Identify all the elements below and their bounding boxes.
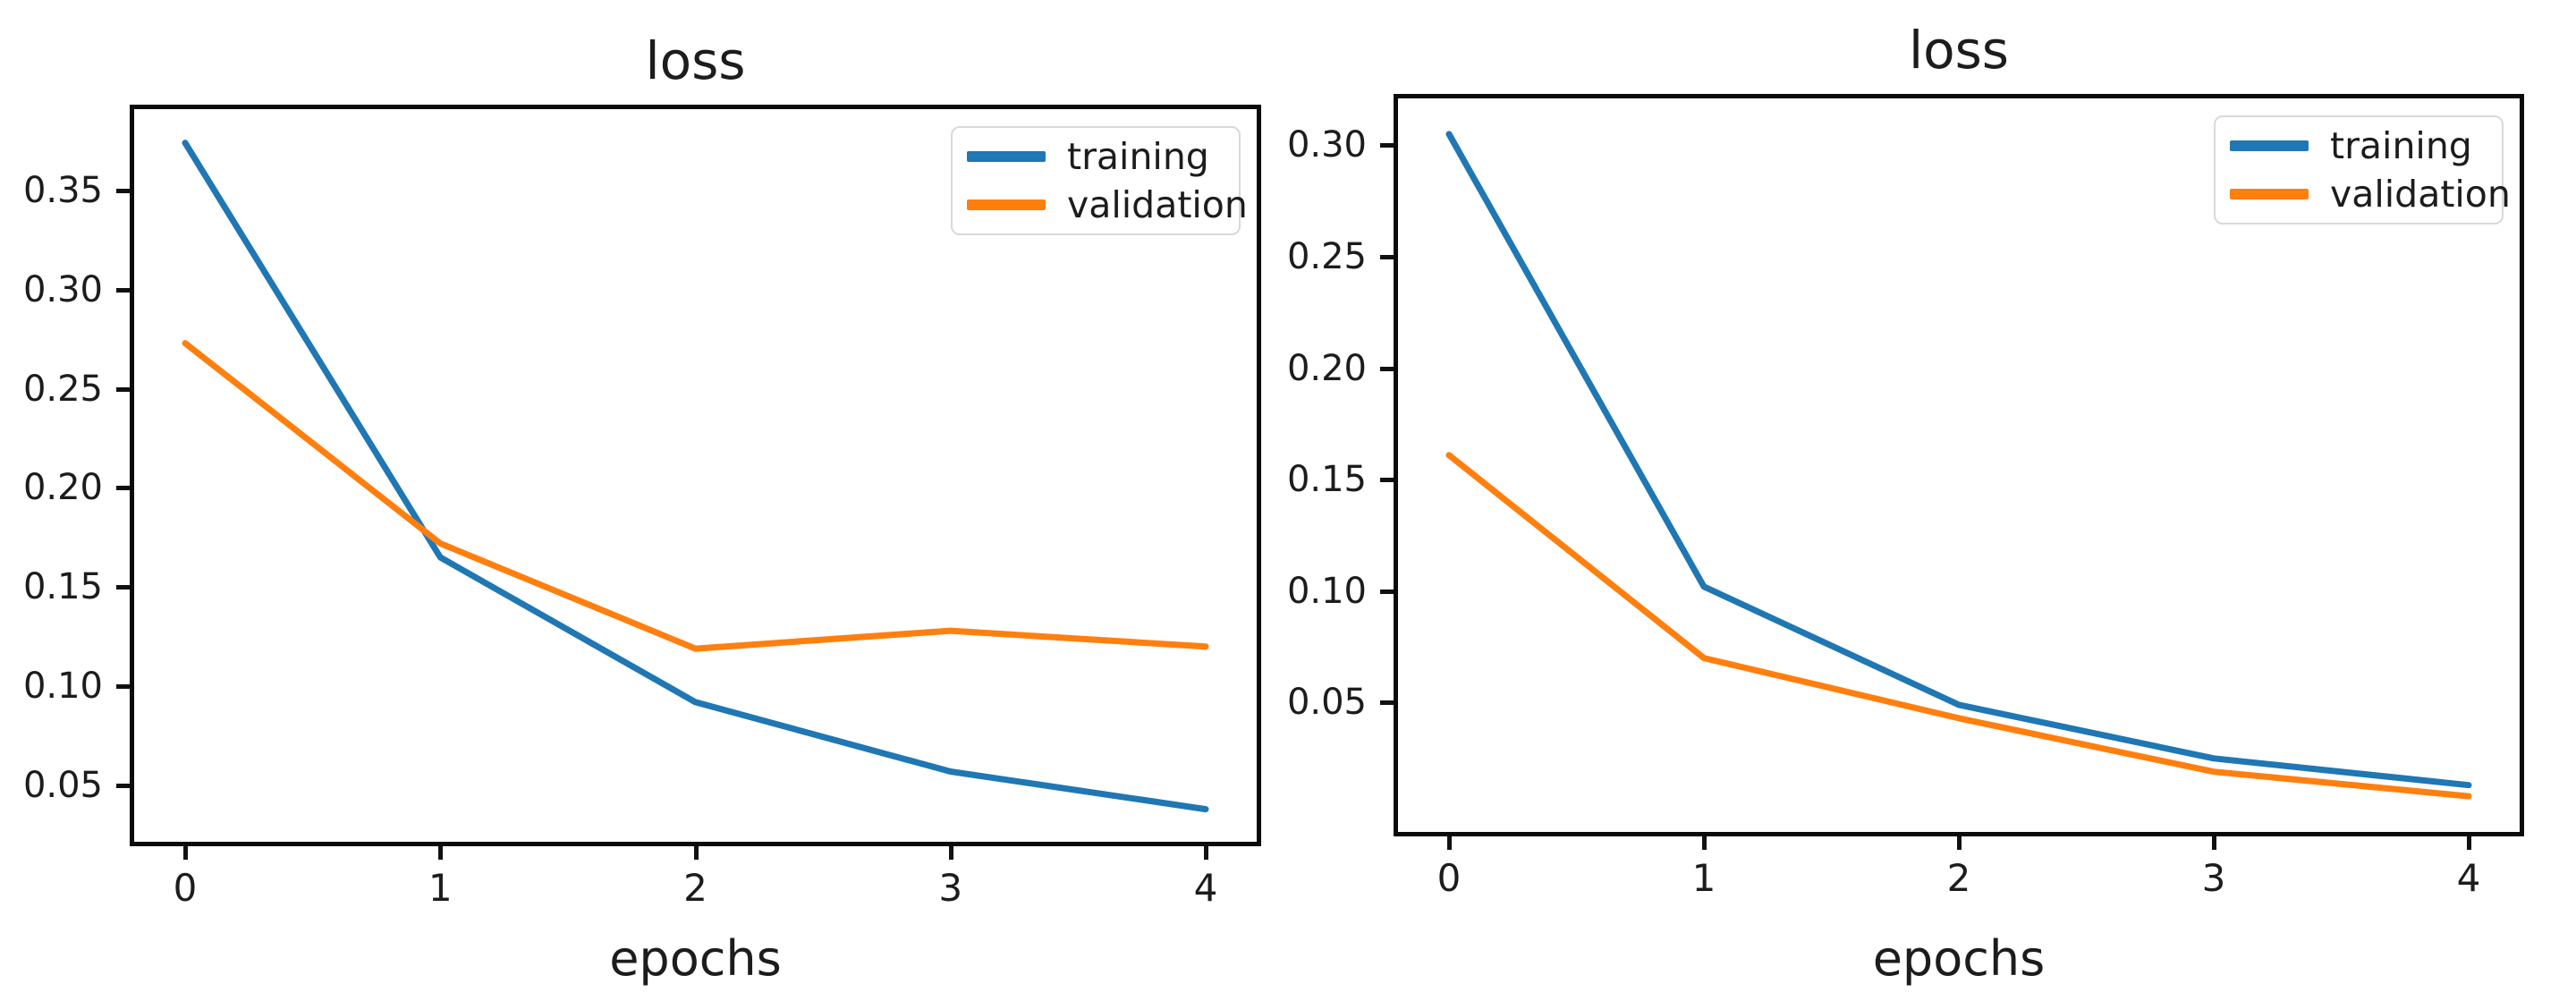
x-tick-label: 4 — [1193, 866, 1218, 910]
legend: training validation — [951, 126, 1248, 235]
y-tick-mark — [116, 684, 130, 690]
x-tick-mark — [2467, 836, 2471, 850]
validation-line-swatch — [967, 199, 1046, 210]
x-tick-mark — [2212, 836, 2216, 850]
x-tick-mark — [1447, 836, 1452, 850]
legend-item-training: training — [967, 138, 1239, 175]
y-tick-label: 0.10 — [22, 666, 103, 708]
series-lines-svg — [182, 140, 1209, 813]
x-tick-label: 0 — [1436, 856, 1462, 900]
x-tick-label: 2 — [683, 866, 708, 910]
y-tick-mark — [1380, 366, 1394, 371]
validation-line — [182, 340, 1209, 652]
y-tick-label: 0.20 — [1286, 347, 1367, 389]
y-tick-label: 0.05 — [22, 765, 103, 807]
chart-title: loss — [645, 30, 746, 91]
y-tick-label: 0.15 — [22, 566, 103, 608]
x-tick-label: 0 — [173, 866, 198, 910]
y-tick-mark — [116, 188, 130, 193]
x-tick-label: 4 — [2456, 856, 2481, 900]
y-tick-label: 0.35 — [22, 169, 103, 211]
training-line — [182, 140, 1209, 813]
x-tick-mark — [1203, 846, 1208, 860]
training-line — [1445, 131, 2472, 789]
x-tick-mark — [438, 846, 444, 860]
y-tick-mark — [116, 585, 130, 590]
legend-label-validation: validation — [1067, 182, 1248, 226]
x-tick-label: 2 — [1946, 856, 1971, 900]
series-lines-svg — [1445, 131, 2472, 800]
y-tick-label: 0.25 — [22, 368, 103, 410]
y-tick-mark — [116, 386, 130, 392]
y-tick-mark — [1380, 143, 1394, 148]
x-tick-label: 1 — [428, 866, 453, 910]
x-tick-mark — [948, 846, 953, 860]
y-tick-mark — [116, 486, 130, 491]
validation-line — [1445, 452, 2472, 800]
x-tick-mark — [1702, 836, 1707, 850]
y-tick-mark — [1380, 700, 1394, 706]
x-axis-label: epochs — [1872, 930, 2046, 987]
y-tick-mark — [1380, 478, 1394, 483]
legend-label-validation: validation — [2330, 172, 2511, 216]
legend-label-training: training — [2330, 123, 2472, 167]
y-tick-label: 0.10 — [1286, 570, 1367, 612]
training-line-swatch — [967, 151, 1046, 162]
legend: training validation — [2214, 115, 2511, 225]
x-tick-label: 3 — [938, 866, 963, 910]
legend-item-validation: validation — [967, 186, 1248, 224]
x-tick-mark — [693, 846, 699, 860]
y-tick-mark — [1380, 589, 1394, 594]
x-tick-mark — [1957, 836, 1962, 850]
y-tick-mark — [116, 784, 130, 789]
x-tick-label: 3 — [2201, 856, 2226, 900]
x-axis-label: epochs — [609, 930, 782, 987]
legend-item-training: training — [2230, 127, 2502, 165]
y-tick-label: 0.25 — [1286, 235, 1367, 277]
legend-item-validation: validation — [2230, 175, 2511, 213]
training-line-swatch — [2230, 140, 2309, 151]
y-tick-label: 0.30 — [1286, 124, 1367, 166]
y-tick-label: 0.05 — [1286, 682, 1367, 724]
y-tick-label: 0.20 — [22, 467, 103, 509]
y-tick-mark — [1380, 254, 1394, 259]
y-tick-label: 0.30 — [22, 268, 103, 310]
chart-title: loss — [1908, 20, 2010, 81]
x-tick-mark — [183, 846, 189, 860]
y-tick-mark — [116, 287, 130, 293]
validation-line-swatch — [2230, 189, 2309, 199]
y-tick-label: 0.15 — [1286, 459, 1367, 501]
x-tick-label: 1 — [1691, 856, 1716, 900]
legend-label-training: training — [1067, 134, 1209, 178]
